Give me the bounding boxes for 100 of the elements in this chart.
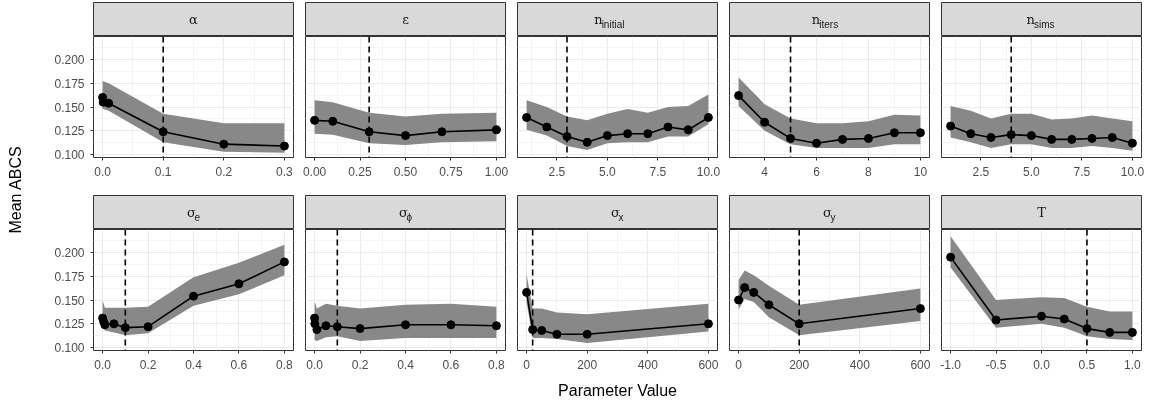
x-tick-label: 0.6 [442,357,460,372]
point [812,138,822,148]
chart-title: α [189,12,199,27]
point [189,291,198,301]
point [915,304,925,314]
x-tick-label: 400 [849,357,871,372]
point [312,325,322,335]
x-tick-label: 200 [577,357,598,372]
x-tick-label: 0.0 [94,357,112,372]
point [401,131,410,141]
point [328,116,338,126]
point [522,287,532,297]
x-tick-label: 0.2 [351,357,369,372]
point [749,287,759,297]
point [740,283,750,293]
point [401,320,410,330]
x-tick-label: 2.5 [972,164,990,179]
x-tick-label: 7.5 [1073,164,1091,179]
point [522,112,532,122]
x-tick-label: 5.0 [1023,164,1041,179]
y-tick-label: 0.200 [54,245,85,260]
x-tick-label: 8 [865,164,873,179]
x-tick-label: 0.0 [94,164,112,179]
x-tick-label: 0.0 [306,357,324,372]
point [946,252,956,262]
x-tick-label: 0.0 [1033,357,1051,372]
x-tick-label: 6 [813,164,821,179]
point [1105,327,1115,337]
x-tick-label: 0.75 [439,164,463,179]
point [946,121,956,131]
point [279,141,289,151]
y-tick-label: 0.100 [54,148,85,163]
point [491,125,501,135]
x-tick-label: -0.5 [985,357,1007,372]
point [991,315,1001,325]
point [623,129,633,139]
point [663,122,673,132]
x-tick-label: 0.00 [302,164,327,179]
x-tick-label: 0.50 [393,164,418,179]
point [703,112,713,122]
x-tick-label: 400 [637,357,659,372]
x-tick-label: 0.5 [1078,357,1096,372]
point [234,279,244,289]
x-tick-label: 0.4 [397,357,415,372]
x-tick-label: 0.6 [230,357,248,372]
point [703,319,713,329]
x-tick-label: 10.0 [1120,164,1145,179]
point [643,129,653,139]
x-tick-label: 200 [789,357,810,372]
point [542,122,552,132]
point [552,329,562,339]
x-tick-label: 4 [761,164,769,179]
point [734,91,744,101]
point [915,128,925,138]
point [683,125,693,135]
point [966,129,976,139]
y-tick-label: 0.175 [54,76,85,91]
y-tick-label: 0.150 [54,293,85,308]
x-tick-label: 0.1 [154,164,172,179]
x-tick-label: 10.0 [696,164,721,179]
x-tick-label: 0 [735,357,743,372]
y-tick-label: 0.125 [54,317,85,332]
point [537,326,547,335]
x-tick-label: 0.2 [215,164,233,179]
x-tick-label: 0.3 [276,164,294,179]
x-tick-label: 1.0 [1124,357,1142,372]
point [582,137,592,147]
point [582,329,592,339]
point [734,295,744,305]
x-axis-title: Parameter Value [558,382,678,399]
point [1067,134,1077,144]
point [1127,327,1137,337]
point [446,320,456,330]
x-tick-label: 0.25 [348,164,373,179]
y-tick-label: 0.100 [54,341,85,356]
x-tick-label: 2.5 [548,164,566,179]
y-tick-label: 0.150 [54,100,85,115]
point [760,117,770,127]
point [602,131,612,141]
x-tick-label: 0.4 [185,357,203,372]
point [310,115,320,125]
point [863,133,873,143]
point [1047,134,1057,144]
point [786,133,796,143]
x-tick-label: 0.2 [139,357,157,372]
chart-title: ε [402,12,410,27]
point [1127,138,1137,148]
point [1026,131,1036,141]
x-tick-label: 600 [910,357,931,372]
point [219,139,229,149]
point [332,322,342,332]
point [889,128,899,138]
point [143,322,153,332]
y-tick-label: 0.175 [54,269,85,284]
y-tick-label: 0.200 [54,52,85,67]
chart-title: T [1037,205,1047,220]
point [279,257,289,267]
y-axis-title: Mean ABCS [7,146,25,234]
x-tick-label: 7.5 [649,164,667,179]
point [120,323,130,333]
